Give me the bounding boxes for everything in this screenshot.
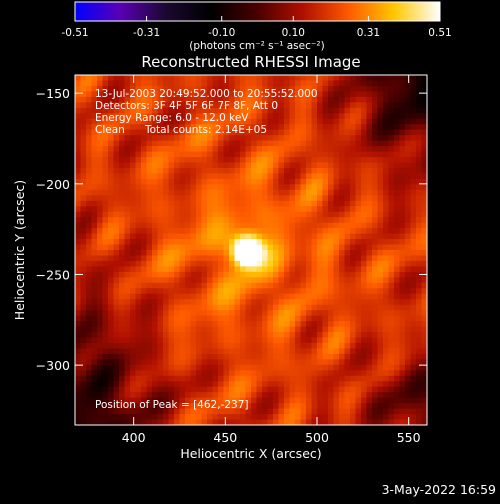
y-axis-label: Heliocentric Y (arcsec) — [12, 180, 27, 320]
colorbar-unit-label: (photons cm⁻² s⁻¹ asec⁻²) — [189, 40, 324, 52]
y-tick-label: −250 — [36, 267, 70, 282]
x-axis-ticks: 400 450 500 550 — [122, 75, 421, 445]
heatmap-image — [75, 75, 427, 425]
chart-title: Reconstructed RHESSI Image — [141, 53, 360, 71]
colorbar-ticks: -0.51 -0.31 -0.10 0.10 0.31 0.51 — [61, 16, 452, 39]
plot-frame — [74, 74, 428, 426]
colorbar-gradient — [75, 2, 440, 21]
image-annotations: 13-Jul-2003 20:49:52.000 to 20:55:52.000… — [95, 88, 318, 411]
y-tick-label: −200 — [36, 177, 70, 192]
y-axis-ticks: −150 −200 −250 −300 — [36, 86, 427, 373]
y-tick-label: −300 — [36, 358, 70, 373]
x-tick-label: 450 — [213, 430, 237, 445]
colorbar-frame — [74, 1, 441, 22]
colorbar-tick-label: 0.10 — [282, 27, 305, 39]
x-axis-label: Heliocentric X (arcsec) — [180, 446, 321, 461]
x-tick-label: 400 — [122, 430, 146, 445]
annotation-method: Clean — [95, 124, 125, 136]
footer-date: 3-May-2022 16:59 — [382, 482, 496, 497]
colorbar-tick-label: -0.51 — [61, 27, 88, 39]
colorbar-tick-label: 0.31 — [357, 27, 380, 39]
x-tick-label: 550 — [397, 430, 421, 445]
colorbar-tick-label: 0.51 — [428, 27, 451, 39]
annotation-detectors: Detectors: 3F 4F 5F 6F 7F 8F, Att 0 — [95, 100, 278, 112]
annotation-total-counts: Total counts: 2.14E+05 — [144, 124, 267, 136]
colorbar: -0.51 -0.31 -0.10 0.10 0.31 0.51 (photons cm⁻… — [61, 1, 452, 52]
annotation-time-range: 13-Jul-2003 20:49:52.000 to 20:55:52.000 — [95, 88, 318, 100]
colorbar-tick-label: -0.31 — [133, 27, 160, 39]
y-tick-label: −150 — [36, 86, 70, 101]
annotation-energy-range: Energy Range: 6.0 - 12.0 keV — [95, 112, 249, 124]
annotation-peak-position: Position of Peak = [462,-237] — [95, 399, 249, 411]
colorbar-tick-label: -0.10 — [208, 27, 235, 39]
plot-area: 400 450 500 550 −150 −200 −250 −300 — [36, 74, 428, 445]
x-tick-label: 500 — [305, 430, 329, 445]
